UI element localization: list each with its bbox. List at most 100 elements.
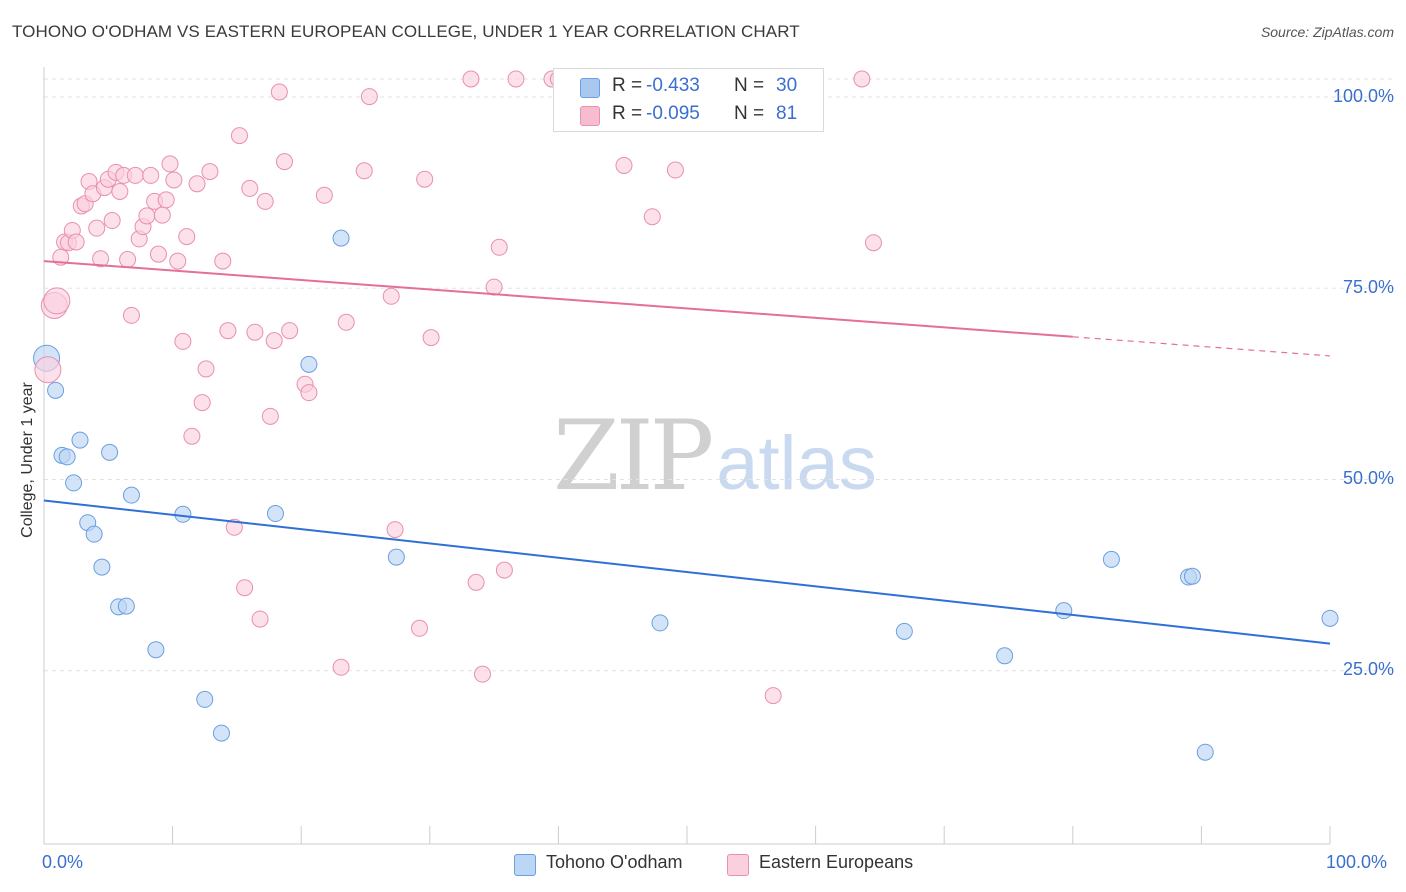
r-label: R = bbox=[612, 75, 643, 96]
scatter-point bbox=[651, 614, 669, 632]
scatter-point bbox=[270, 83, 288, 101]
trend-line bbox=[43, 260, 1073, 338]
scatter-point bbox=[853, 70, 871, 88]
scatter-point bbox=[864, 234, 882, 252]
scatter-point bbox=[34, 356, 62, 384]
x-tick-label-max: 100.0% bbox=[1326, 852, 1388, 872]
scatter-point bbox=[1321, 609, 1339, 627]
r-value: -0.433 bbox=[646, 75, 700, 96]
scatter-point bbox=[149, 245, 167, 263]
scatter-point bbox=[485, 278, 503, 296]
scatter-point bbox=[188, 175, 206, 193]
scatter-point bbox=[85, 525, 103, 543]
scatter-point bbox=[507, 70, 525, 88]
scatter-point bbox=[1102, 550, 1120, 568]
scatter-point bbox=[47, 381, 65, 399]
scatter-point bbox=[93, 558, 111, 576]
scatter-point bbox=[266, 505, 284, 523]
scatter-point bbox=[88, 219, 106, 237]
scatter-point bbox=[332, 658, 350, 676]
watermark-zip: ZIP bbox=[553, 400, 714, 512]
y-tick-label-75: 75.0% bbox=[1342, 277, 1394, 297]
scatter-point bbox=[462, 70, 480, 88]
scatter-point bbox=[58, 448, 76, 466]
scatter-point bbox=[126, 166, 144, 184]
legend-label: Eastern Europeans bbox=[759, 852, 914, 872]
scatter-point bbox=[615, 156, 633, 174]
scatter-point bbox=[111, 182, 129, 200]
scatter-point bbox=[261, 407, 279, 425]
scatter-point bbox=[337, 313, 355, 331]
y-axis-label: College, Under 1 year bbox=[19, 382, 36, 538]
scatter-point bbox=[165, 171, 183, 189]
scatter-point bbox=[65, 474, 83, 492]
scatter-point bbox=[360, 88, 378, 106]
scatter-point bbox=[300, 384, 318, 402]
scatter-point bbox=[174, 505, 192, 523]
scatter-point bbox=[490, 238, 508, 256]
tohono-swatch bbox=[580, 78, 600, 98]
scatter-point bbox=[214, 252, 232, 270]
scatter-point bbox=[281, 322, 299, 340]
y-tick-label-100: 100.0% bbox=[1332, 86, 1394, 106]
scatter-point bbox=[246, 323, 264, 341]
scatter-point bbox=[643, 208, 661, 226]
scatter-point bbox=[1183, 567, 1201, 585]
scatter-point bbox=[212, 724, 230, 742]
r-label: R = bbox=[612, 103, 643, 124]
scatter-point bbox=[219, 322, 237, 340]
scatter-point bbox=[416, 170, 434, 188]
stats-legend-row-eastern: R = -0.095 N = 81 bbox=[554, 101, 823, 129]
scatter-point bbox=[300, 355, 318, 373]
eastern-legend-swatch bbox=[727, 854, 749, 876]
scatter-point bbox=[467, 573, 485, 591]
scatter-point bbox=[169, 252, 187, 270]
scatter-point bbox=[315, 186, 333, 204]
scatter-point bbox=[382, 287, 400, 305]
scatter-point bbox=[265, 332, 283, 350]
watermark-atlas: atlas bbox=[716, 421, 877, 506]
scatter-point bbox=[387, 548, 405, 566]
n-value: 30 bbox=[776, 75, 798, 96]
scatter-point bbox=[411, 619, 429, 637]
x-tick-label-min: 0.0% bbox=[42, 852, 84, 872]
scatter-point bbox=[67, 233, 85, 251]
scatter-point bbox=[43, 287, 71, 315]
scatter-point bbox=[142, 166, 160, 184]
scatter-point bbox=[236, 579, 254, 597]
stats-legend-row-tohono: R = -0.433 N = 30 bbox=[554, 73, 823, 101]
scatter-point bbox=[495, 561, 513, 579]
scatter-point bbox=[764, 687, 782, 705]
scatter-point bbox=[178, 228, 196, 246]
scatter-point bbox=[1196, 743, 1214, 761]
scatter-point bbox=[230, 127, 248, 145]
scatter-point bbox=[174, 332, 192, 350]
scatter-point bbox=[1055, 602, 1073, 620]
legend-label: Tohono O'odham bbox=[546, 852, 683, 872]
scatter-point bbox=[147, 641, 165, 659]
scatter-point bbox=[157, 191, 175, 209]
scatter-point bbox=[256, 192, 274, 210]
scatter-point bbox=[197, 360, 215, 378]
scatter-point bbox=[666, 161, 684, 179]
scatter-point bbox=[103, 212, 121, 230]
scatter-point bbox=[71, 431, 89, 449]
y-tick-label-50: 50.0% bbox=[1342, 468, 1394, 488]
scatter-point bbox=[122, 306, 140, 324]
scatter-point bbox=[201, 163, 219, 181]
trend-line-extension bbox=[1072, 336, 1331, 357]
eastern-swatch bbox=[580, 106, 600, 126]
scatter-point bbox=[241, 179, 259, 197]
n-label: N = bbox=[734, 103, 765, 124]
scatter-point bbox=[422, 329, 440, 347]
scatter-point bbox=[101, 443, 119, 461]
r-value: -0.095 bbox=[646, 103, 700, 124]
scatter-point bbox=[117, 597, 135, 615]
scatter-point bbox=[386, 521, 404, 539]
y-tick-label-25: 25.0% bbox=[1342, 659, 1394, 679]
scatter-point bbox=[196, 690, 214, 708]
scatter-point bbox=[153, 206, 171, 224]
stats-legend: R = -0.433 N = 30 R = -0.095 N = 81 bbox=[553, 68, 824, 132]
scatter-point bbox=[474, 665, 492, 683]
